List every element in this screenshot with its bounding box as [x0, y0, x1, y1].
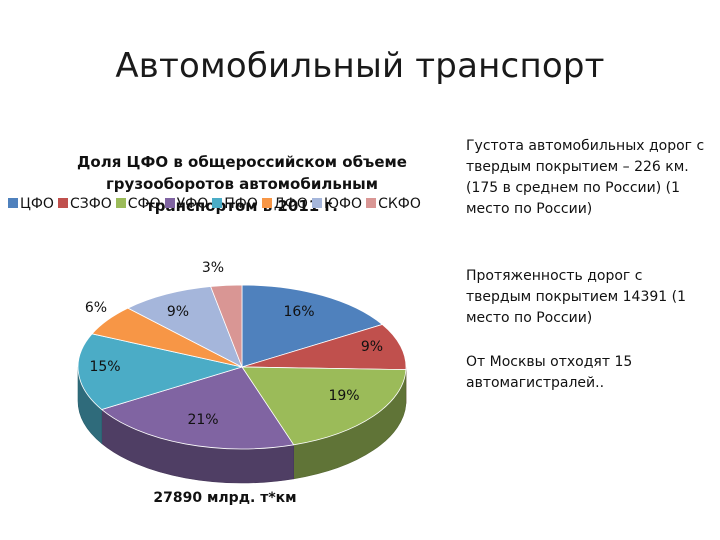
highways-note: От Москвы отходят 15 автомагистралей.. — [466, 354, 633, 391]
legend-label: УФО — [176, 196, 209, 212]
data-label-УФО: 21% — [187, 412, 218, 428]
pie-caption: 27890 млрд. т*км — [153, 490, 297, 506]
data-label-ДФО: 6% — [85, 300, 107, 316]
road-length-note: Протяженность дорог с твердым покрытием … — [466, 268, 687, 326]
legend-swatch — [8, 198, 18, 208]
legend-label: СКФО — [378, 196, 421, 212]
legend-item-ДФО: ДФО — [261, 196, 308, 212]
data-label-ПФО: 15% — [89, 359, 120, 375]
chart-legend: ЦФО СЗФО СФО УФО ПФО ДФО ЮФО СКФО — [8, 196, 478, 218]
legend-item-ПФО: ПФО — [212, 196, 258, 212]
chart-title: Доля ЦФО в общероссийском объеме грузооб… — [77, 153, 407, 215]
pie-slice-УФО — [101, 366, 295, 450]
pie-slice-ПФО — [77, 333, 243, 410]
legend-swatch — [311, 198, 322, 208]
legend-swatch — [366, 198, 377, 208]
legend-swatch — [115, 198, 126, 208]
legend-item-ЦФО: ЦФО — [8, 196, 54, 212]
slide-title: Автомобильный транспорт — [115, 46, 605, 86]
legend-label: СФО — [127, 196, 161, 212]
legend-item-УФО: УФО — [164, 196, 209, 212]
legend-item-СЗФО: СЗФО — [57, 196, 112, 212]
legend-swatch — [57, 198, 68, 208]
pie-slice-СФО — [241, 366, 407, 446]
pie-chart: 16% 9% 19% 21% 15% 6% 9% 3% — [77, 260, 407, 484]
legend-label: ПФО — [224, 196, 258, 212]
legend-label: ДФО — [273, 196, 308, 212]
legend-swatch — [164, 198, 175, 208]
pie-slice-СЗФО — [241, 324, 407, 371]
pie-slice-СКФО — [210, 284, 243, 368]
data-label-СФО: 19% — [328, 388, 359, 404]
data-label-СЗФО: 9% — [361, 339, 383, 355]
legend-label: СЗФО — [69, 196, 112, 212]
data-label-ЮФО: 9% — [167, 304, 189, 320]
legend-item-ЮФО: ЮФО — [311, 196, 363, 212]
data-label-СКФО: 3% — [202, 260, 224, 276]
road-density-note: Густота автомобильных дорог с твердым по… — [466, 138, 705, 217]
legend-label: ЦФО — [20, 196, 54, 212]
legend-item-СКФО: СКФО — [366, 196, 421, 212]
legend-item-СФО: СФО — [115, 196, 161, 212]
legend-swatch — [212, 198, 223, 208]
pie-slice-ЮФО — [127, 286, 243, 368]
legend-label: ЮФО — [323, 196, 363, 212]
pie-slice-ЦФО — [241, 284, 383, 368]
data-label-ЦФО: 16% — [283, 304, 314, 320]
legend-swatch — [261, 198, 272, 208]
